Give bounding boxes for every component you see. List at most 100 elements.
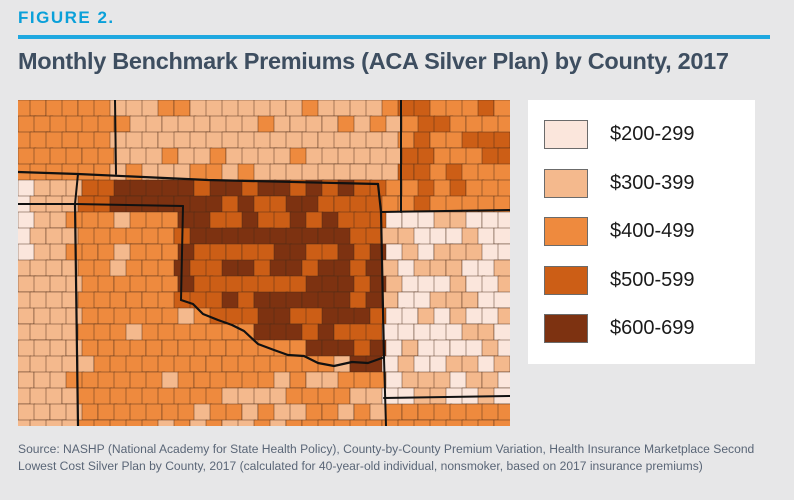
county-cell bbox=[349, 291, 367, 311]
county-cell bbox=[129, 211, 149, 230]
county-cell bbox=[253, 163, 272, 182]
county-cell bbox=[173, 355, 193, 375]
county-cell bbox=[397, 259, 417, 278]
county-cell bbox=[477, 355, 496, 374]
county-cell bbox=[237, 387, 256, 405]
county-cell bbox=[93, 387, 113, 407]
county-cell bbox=[461, 291, 479, 309]
county-cell bbox=[221, 355, 241, 373]
county-cell bbox=[205, 227, 224, 246]
county-cell bbox=[493, 291, 510, 309]
county-cell bbox=[193, 403, 213, 423]
county-cell bbox=[349, 259, 367, 279]
county-cell bbox=[285, 195, 303, 215]
county-cell bbox=[385, 115, 403, 133]
county-cell bbox=[45, 419, 66, 426]
county-cell bbox=[93, 259, 113, 278]
legend-swatch-500-599 bbox=[544, 266, 588, 295]
county-cell bbox=[113, 403, 132, 423]
county-cell bbox=[433, 275, 453, 295]
county-cell bbox=[205, 163, 224, 182]
county-cell bbox=[413, 259, 433, 278]
county-cell bbox=[301, 419, 321, 426]
county-cell bbox=[317, 387, 336, 405]
county-cell bbox=[417, 371, 436, 390]
county-cell bbox=[205, 419, 223, 426]
county-cell bbox=[225, 211, 244, 229]
county-cell bbox=[257, 403, 276, 423]
county-cell bbox=[337, 307, 357, 326]
county-cell bbox=[273, 211, 293, 230]
county-cell bbox=[161, 371, 180, 390]
county-cell bbox=[397, 227, 417, 246]
county-cell bbox=[18, 243, 37, 262]
county-cell bbox=[109, 419, 128, 426]
county-cell bbox=[161, 339, 179, 358]
county-cell bbox=[305, 307, 325, 326]
county-cell bbox=[433, 211, 452, 230]
county-cell bbox=[493, 259, 510, 278]
county-cell bbox=[321, 275, 339, 293]
county-cell bbox=[481, 371, 500, 390]
county-cell bbox=[109, 163, 127, 182]
county-cell bbox=[449, 403, 468, 423]
county-cell bbox=[161, 307, 181, 325]
county-cell bbox=[401, 115, 420, 133]
county-cell bbox=[493, 100, 510, 118]
legend-swatch-300-399 bbox=[544, 169, 588, 198]
county-cell bbox=[109, 387, 128, 407]
county-cell bbox=[433, 371, 453, 390]
county-cell bbox=[497, 147, 510, 166]
county-cell bbox=[369, 243, 387, 261]
county-cell bbox=[113, 211, 132, 230]
county-cell bbox=[189, 100, 208, 118]
county-cell bbox=[241, 179, 259, 197]
county-cell bbox=[253, 355, 272, 375]
county-cell bbox=[189, 195, 208, 214]
county-cell bbox=[397, 355, 417, 374]
county-cell bbox=[381, 195, 401, 214]
county-cell bbox=[417, 275, 436, 294]
county-cell bbox=[337, 115, 357, 134]
county-cell bbox=[417, 211, 436, 229]
county-cell bbox=[481, 115, 500, 135]
county-cell bbox=[301, 387, 320, 405]
county-cell bbox=[445, 227, 464, 245]
county-cell bbox=[125, 323, 144, 343]
county-cell bbox=[381, 100, 400, 118]
county-cell bbox=[61, 419, 80, 426]
county-cell bbox=[129, 275, 148, 293]
county-map bbox=[18, 100, 510, 426]
county-cell bbox=[65, 339, 84, 357]
legend-label-300-399: $300-399 bbox=[610, 172, 695, 194]
county-cell bbox=[353, 339, 373, 357]
county-cell bbox=[401, 339, 419, 357]
county-cell bbox=[221, 259, 239, 278]
county-cell bbox=[205, 323, 224, 342]
county-cell bbox=[109, 131, 129, 151]
county-cell bbox=[193, 179, 213, 199]
county-cell bbox=[417, 179, 436, 198]
county-cell bbox=[333, 100, 352, 117]
county-cell bbox=[417, 147, 435, 166]
county-cell bbox=[173, 323, 192, 342]
county-cell bbox=[465, 115, 484, 135]
county-cell bbox=[317, 195, 335, 214]
county-cell bbox=[109, 291, 127, 311]
county-cell bbox=[273, 307, 293, 326]
county-cell bbox=[221, 419, 240, 426]
county-cell bbox=[353, 115, 373, 134]
county-cell bbox=[289, 275, 309, 294]
county-cell bbox=[397, 291, 417, 310]
county-cell bbox=[77, 259, 97, 278]
county-cell bbox=[45, 387, 63, 406]
county-cell bbox=[161, 243, 181, 262]
county-cell bbox=[317, 419, 337, 426]
county-cell bbox=[417, 115, 436, 134]
county-cell bbox=[77, 100, 97, 118]
county-cell bbox=[237, 355, 257, 374]
county-cell bbox=[109, 100, 129, 117]
county-cell bbox=[381, 163, 400, 182]
county-cell bbox=[45, 100, 64, 118]
county-cell bbox=[81, 339, 99, 358]
